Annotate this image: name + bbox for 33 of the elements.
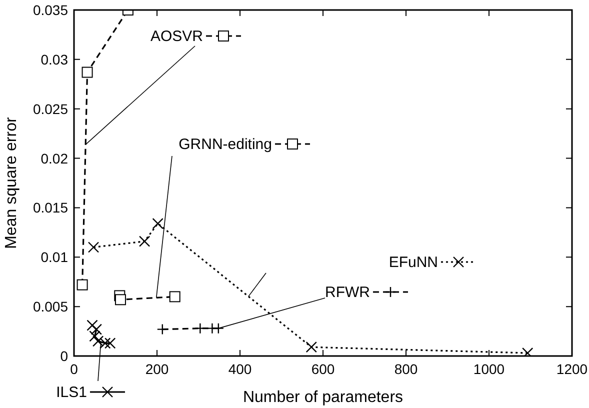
x-tick-label: 0 [70,360,78,377]
point [76,279,88,290]
y-tick-label: 0.01 [40,249,68,266]
point [89,330,100,342]
y-tick-label: 0.025 [32,100,68,117]
legend-label: GRNN-editing [178,136,272,153]
point [169,291,180,302]
point [152,218,164,230]
x-tick-label: 800 [394,360,418,377]
point [138,236,150,247]
y-tick-label: 0.03 [40,51,68,68]
x-tick-label: 200 [145,360,169,377]
y-tick-label: 0.02 [40,150,68,166]
legend-label: AOSVR [150,28,204,45]
x-axis-title: Number of parameters [242,389,404,406]
x-tick-label: 1000 [473,360,505,377]
y-tick-label: 0.035 [32,2,68,18]
y-tick-label: 0 [60,348,68,364]
legend-label: EFuNN [388,254,438,271]
y-axis-title: Mean square error [3,116,20,249]
x-tick-label: 600 [311,360,335,377]
legend-label: RFWR [325,284,370,301]
y-tick-label: 0.005 [32,298,68,315]
point [114,294,126,306]
x-tick-label: 1200 [556,360,588,377]
y-tick-label: 0.015 [32,200,68,216]
point [86,320,98,331]
x-tick-label: 400 [228,360,252,377]
legend-label: ILS1 [56,384,87,401]
point [100,338,111,349]
point [88,242,100,253]
point [306,342,317,353]
point [82,66,93,78]
